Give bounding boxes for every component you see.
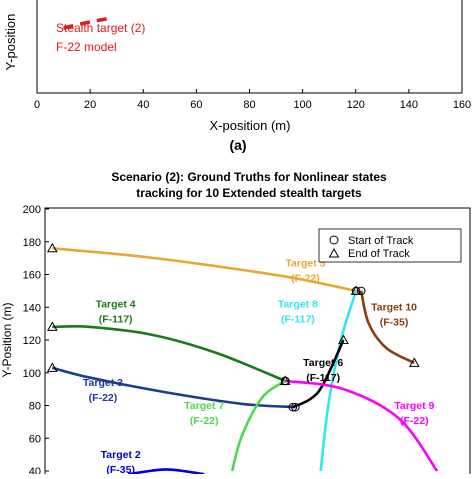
chart-a-x-tick-label: 20 (84, 99, 96, 111)
chart-b-y-tick-label: 40 (29, 466, 41, 474)
series-line-target-9 (285, 379, 439, 472)
end-of-track-marker (46, 362, 58, 372)
series-label-name: Target 2 (101, 449, 141, 461)
chart-a-xlabel: X-position (m) (210, 118, 291, 133)
series-label-model: (F-22) (400, 415, 429, 427)
chart-b-title-line2: tracking for 10 Extended stealth targets (136, 186, 362, 200)
series-line-target-2 (128, 468, 205, 476)
end-of-track-marker (46, 321, 58, 331)
chart-b-y-tick-label: 120 (23, 335, 41, 347)
start-of-track-marker (288, 402, 298, 412)
end-of-track-marker (408, 357, 420, 367)
chart-a-x-tick-label: 120 (347, 99, 365, 111)
chart-a-x-tick-label: 100 (293, 99, 311, 111)
series-line-target-7 (230, 379, 286, 472)
chart-a-ylabel: Y-position (3, 14, 18, 71)
series-label-model: (F-35) (380, 317, 409, 329)
series-label-name: Target 8 (278, 298, 318, 310)
series-label-name: Target 10 (371, 302, 417, 314)
series-line-target-4 (52, 324, 286, 383)
legend-start-label: Start of Track (348, 235, 414, 247)
series-label-name: Target 6 (303, 357, 343, 369)
series-line-target-5 (52, 247, 357, 293)
chart-b-y-tick-label: 180 (23, 237, 41, 249)
chart-a-x-tick-label: 80 (243, 99, 255, 111)
series-line-target-8 (319, 290, 358, 472)
legend-box (318, 228, 462, 263)
chart-b: Scenario (2): Ground Truths for Nonlinea… (0, 170, 471, 479)
chart-b-y-tick-label: 100 (23, 368, 41, 380)
series-label-model: (F-117) (281, 313, 315, 325)
chart-a-series (63, 16, 112, 30)
legend-end-label: End of Track (348, 248, 410, 260)
chart-a: Y-position 0 20 40 60 80 100 120 140 160 Stealth… (3, 0, 471, 153)
chart-b-series (51, 247, 439, 476)
chart-b-legend: Start of Track End of Track (318, 228, 462, 263)
start-of-track-marker (280, 376, 290, 386)
chart-a-x-tick-label: 0 (34, 99, 40, 111)
series-label-model: (F-117) (306, 372, 340, 384)
end-of-track-marker (338, 334, 349, 344)
chart-b-y-tick-label: 140 (23, 302, 41, 314)
legend-end-marker (328, 247, 340, 258)
series-label-model: (F-22) (89, 392, 118, 404)
series-label-model: (F-22) (190, 415, 219, 427)
chart-b-y-tick-label: 200 (23, 204, 41, 216)
series-label-name: Target 4 (96, 298, 136, 310)
chart-b-markers (46, 242, 420, 412)
chart-b-y-tick-label: 160 (23, 270, 41, 282)
chart-b-y-tick-label: 80 (29, 401, 41, 413)
chart-a-x-ticks: 0 20 40 60 80 100 120 140 160 (34, 89, 471, 111)
chart-a-series-line (63, 16, 112, 30)
chart-a-x-tick-label: 160 (453, 99, 471, 111)
series-label-model: (F-22) (291, 272, 320, 284)
end-of-track-marker (46, 242, 58, 253)
chart-a-x-tick-label: 140 (400, 99, 418, 111)
series-line-target-6 (292, 339, 345, 409)
series-label-name: Target 3 (83, 377, 123, 389)
series-label-name: Target 5 (285, 257, 325, 269)
chart-a-annotation-model: F-22 model (56, 40, 117, 54)
chart-b-title-line1: Scenario (2): Ground Truths for Nonlinea… (111, 170, 387, 184)
chart-a-plot-area (36, 0, 463, 94)
start-of-track-marker (291, 402, 300, 412)
chart-b-ylabel: Y-Position (m) (0, 303, 14, 378)
legend-start-marker (329, 235, 339, 245)
chart-a-x-tick-label: 60 (190, 99, 202, 111)
chart-b-y-ticks: 40 60 80 100 120 140 160 180 200 (23, 204, 49, 478)
chart-a-caption: (a) (229, 137, 246, 153)
chart-b-series-labels: Target 5 (F-22) Target 4 (F-117) Target 3 (F-… (83, 257, 435, 476)
chart-a-x-tick-label: 40 (137, 99, 149, 111)
series-label-model: (F-35) (106, 464, 135, 474)
end-of-track-marker (350, 285, 362, 295)
chart-b-y-tick-label: 60 (29, 433, 41, 445)
series-label-name: Target 7 (184, 400, 224, 412)
chart-a-annotation-target: Stealth target (2) (56, 21, 145, 35)
series-label-name: Target 9 (394, 400, 434, 412)
series-label-model: (F-117) (99, 313, 133, 325)
series-line-target-10 (359, 290, 415, 365)
